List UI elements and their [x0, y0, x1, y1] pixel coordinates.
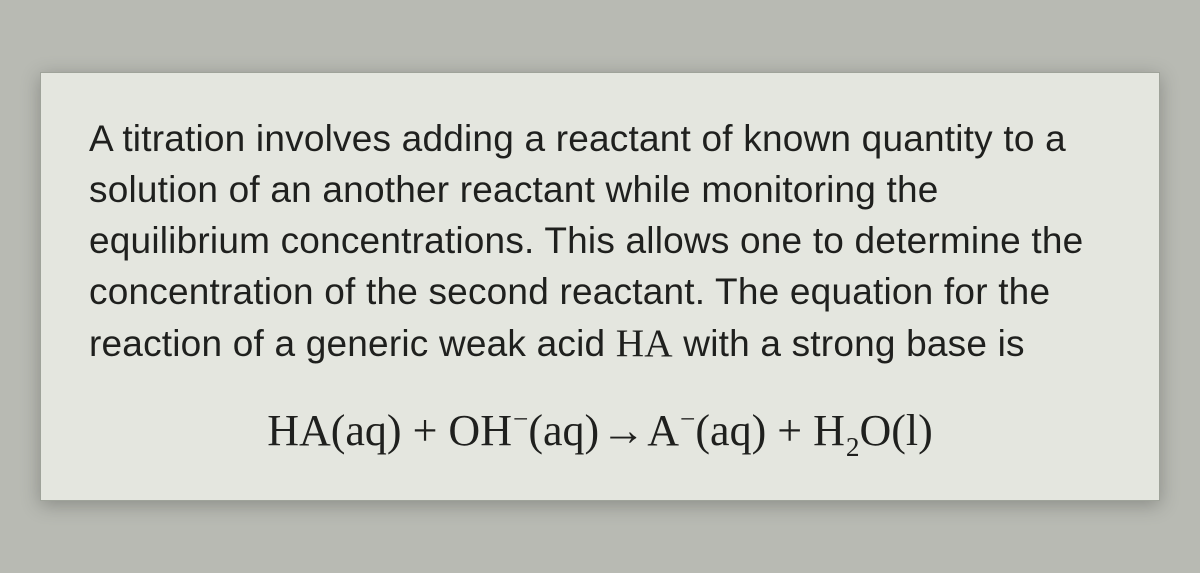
reaction-arrow-icon: →	[599, 405, 647, 456]
term-h2o: H2O(l)	[813, 406, 933, 455]
term-ha-state: (aq)	[331, 406, 402, 455]
term-ha: HA(aq)	[267, 406, 401, 455]
inline-formula-ha: HA	[616, 322, 673, 365]
paragraph-post: with a strong base is	[673, 323, 1025, 364]
term-a-charge: −	[680, 404, 695, 434]
titration-paragraph: A titration involves adding a reactant o…	[89, 113, 1111, 371]
content-card: A titration involves adding a reactant o…	[40, 72, 1160, 501]
term-h2o-o: O	[859, 406, 891, 455]
term-oh-charge: −	[513, 404, 528, 434]
term-oh-state: (aq)	[528, 406, 599, 455]
term-h2o-state: (l)	[891, 406, 933, 455]
term-oh: OH−(aq)	[448, 406, 599, 455]
term-a-base: A	[647, 406, 679, 455]
plus-1: +	[402, 406, 449, 455]
plus-2: +	[766, 406, 813, 455]
reaction-equation: HA(aq) + OH−(aq)→A−(aq) + H2O(l)	[89, 405, 1111, 456]
term-h2o-h: H	[813, 406, 845, 455]
term-a: A−(aq)	[647, 406, 766, 455]
term-h2o-sub: 2	[846, 432, 860, 462]
term-oh-base: OH	[448, 406, 512, 455]
term-ha-base: HA	[267, 406, 331, 455]
term-a-state: (aq)	[695, 406, 766, 455]
